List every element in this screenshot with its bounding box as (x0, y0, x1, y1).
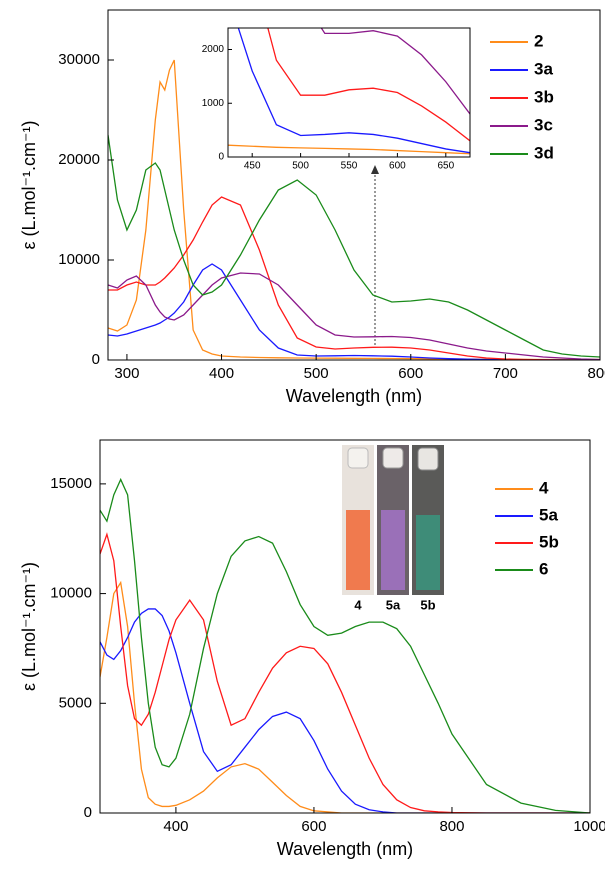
photo-label: 5b (420, 597, 435, 612)
legend-label: 5a (539, 505, 558, 524)
cap (417, 447, 439, 471)
x-tick-label: 700 (493, 365, 518, 382)
cuvette-photos (342, 445, 444, 595)
solution (381, 510, 405, 590)
y-axis-label: ε (L.mol⁻¹.cm⁻¹) (19, 562, 39, 691)
legend-label: 3a (534, 59, 553, 78)
arrow-head (371, 165, 379, 174)
y-tick-label: 10000 (50, 585, 92, 602)
x-axis-label: Wavelength (nm) (286, 386, 422, 406)
legend-label: 3b (534, 87, 554, 106)
plot (228, 28, 470, 155)
y-tick-label: 1000 (202, 98, 225, 109)
x-tick-label: 550 (341, 161, 358, 172)
series-line (108, 196, 600, 360)
legend-label: 5b (539, 532, 559, 551)
x-axis-label: Wavelength (nm) (277, 839, 413, 859)
legend-label: 2 (534, 31, 543, 50)
x-tick-label: 500 (304, 365, 329, 382)
photo-label: 5a (386, 597, 401, 612)
x-tick-label: 300 (114, 365, 139, 382)
x-tick-label: 400 (163, 818, 188, 835)
series-line (100, 608, 590, 813)
solution (346, 510, 370, 590)
x-tick-label: 800 (439, 818, 464, 835)
series-line (108, 263, 600, 360)
x-tick-label: 600 (389, 161, 406, 172)
y-tick-label: 2000 (202, 44, 225, 55)
x-tick-label: 450 (244, 161, 261, 172)
x-tick-label: 400 (209, 365, 234, 382)
legend-label: 3c (534, 115, 553, 134)
y-tick-label: 0 (92, 351, 100, 368)
series-line (228, 144, 470, 155)
cap (347, 447, 369, 469)
y-tick-label: 0 (218, 152, 224, 163)
legend-label: 6 (539, 559, 548, 578)
series-line (267, 28, 470, 142)
series-line (100, 580, 590, 813)
y-axis-label: ε (L.mol⁻¹.cm⁻¹) (19, 120, 39, 249)
series-line (320, 28, 470, 115)
legend-label: 4 (539, 478, 549, 497)
x-tick-label: 1000 (573, 818, 605, 835)
series-line (100, 477, 590, 813)
series-line (108, 134, 600, 358)
y-tick-label: 5000 (59, 694, 92, 711)
y-tick-label: 15000 (50, 475, 92, 492)
x-tick-label: 800 (587, 365, 605, 382)
solution (416, 515, 440, 590)
cap (382, 447, 404, 469)
photo-label: 4 (354, 597, 362, 612)
y-tick-label: 20000 (58, 151, 100, 168)
series-line (100, 532, 590, 813)
series-line (237, 28, 470, 154)
plot (108, 59, 600, 360)
axes-frame (107, 9, 601, 361)
series-line (108, 272, 600, 360)
x-tick-label: 600 (301, 818, 326, 835)
legend-label: 3d (534, 143, 554, 162)
y-tick-label: 10000 (58, 251, 100, 268)
x-tick-label: 500 (292, 161, 309, 172)
plot (100, 477, 590, 813)
axes-frame (99, 439, 591, 814)
x-tick-label: 650 (437, 161, 454, 172)
inset-background (228, 28, 470, 157)
y-tick-label: 30000 (58, 51, 100, 68)
y-tick-label: 0 (84, 804, 92, 821)
x-tick-label: 600 (398, 365, 423, 382)
